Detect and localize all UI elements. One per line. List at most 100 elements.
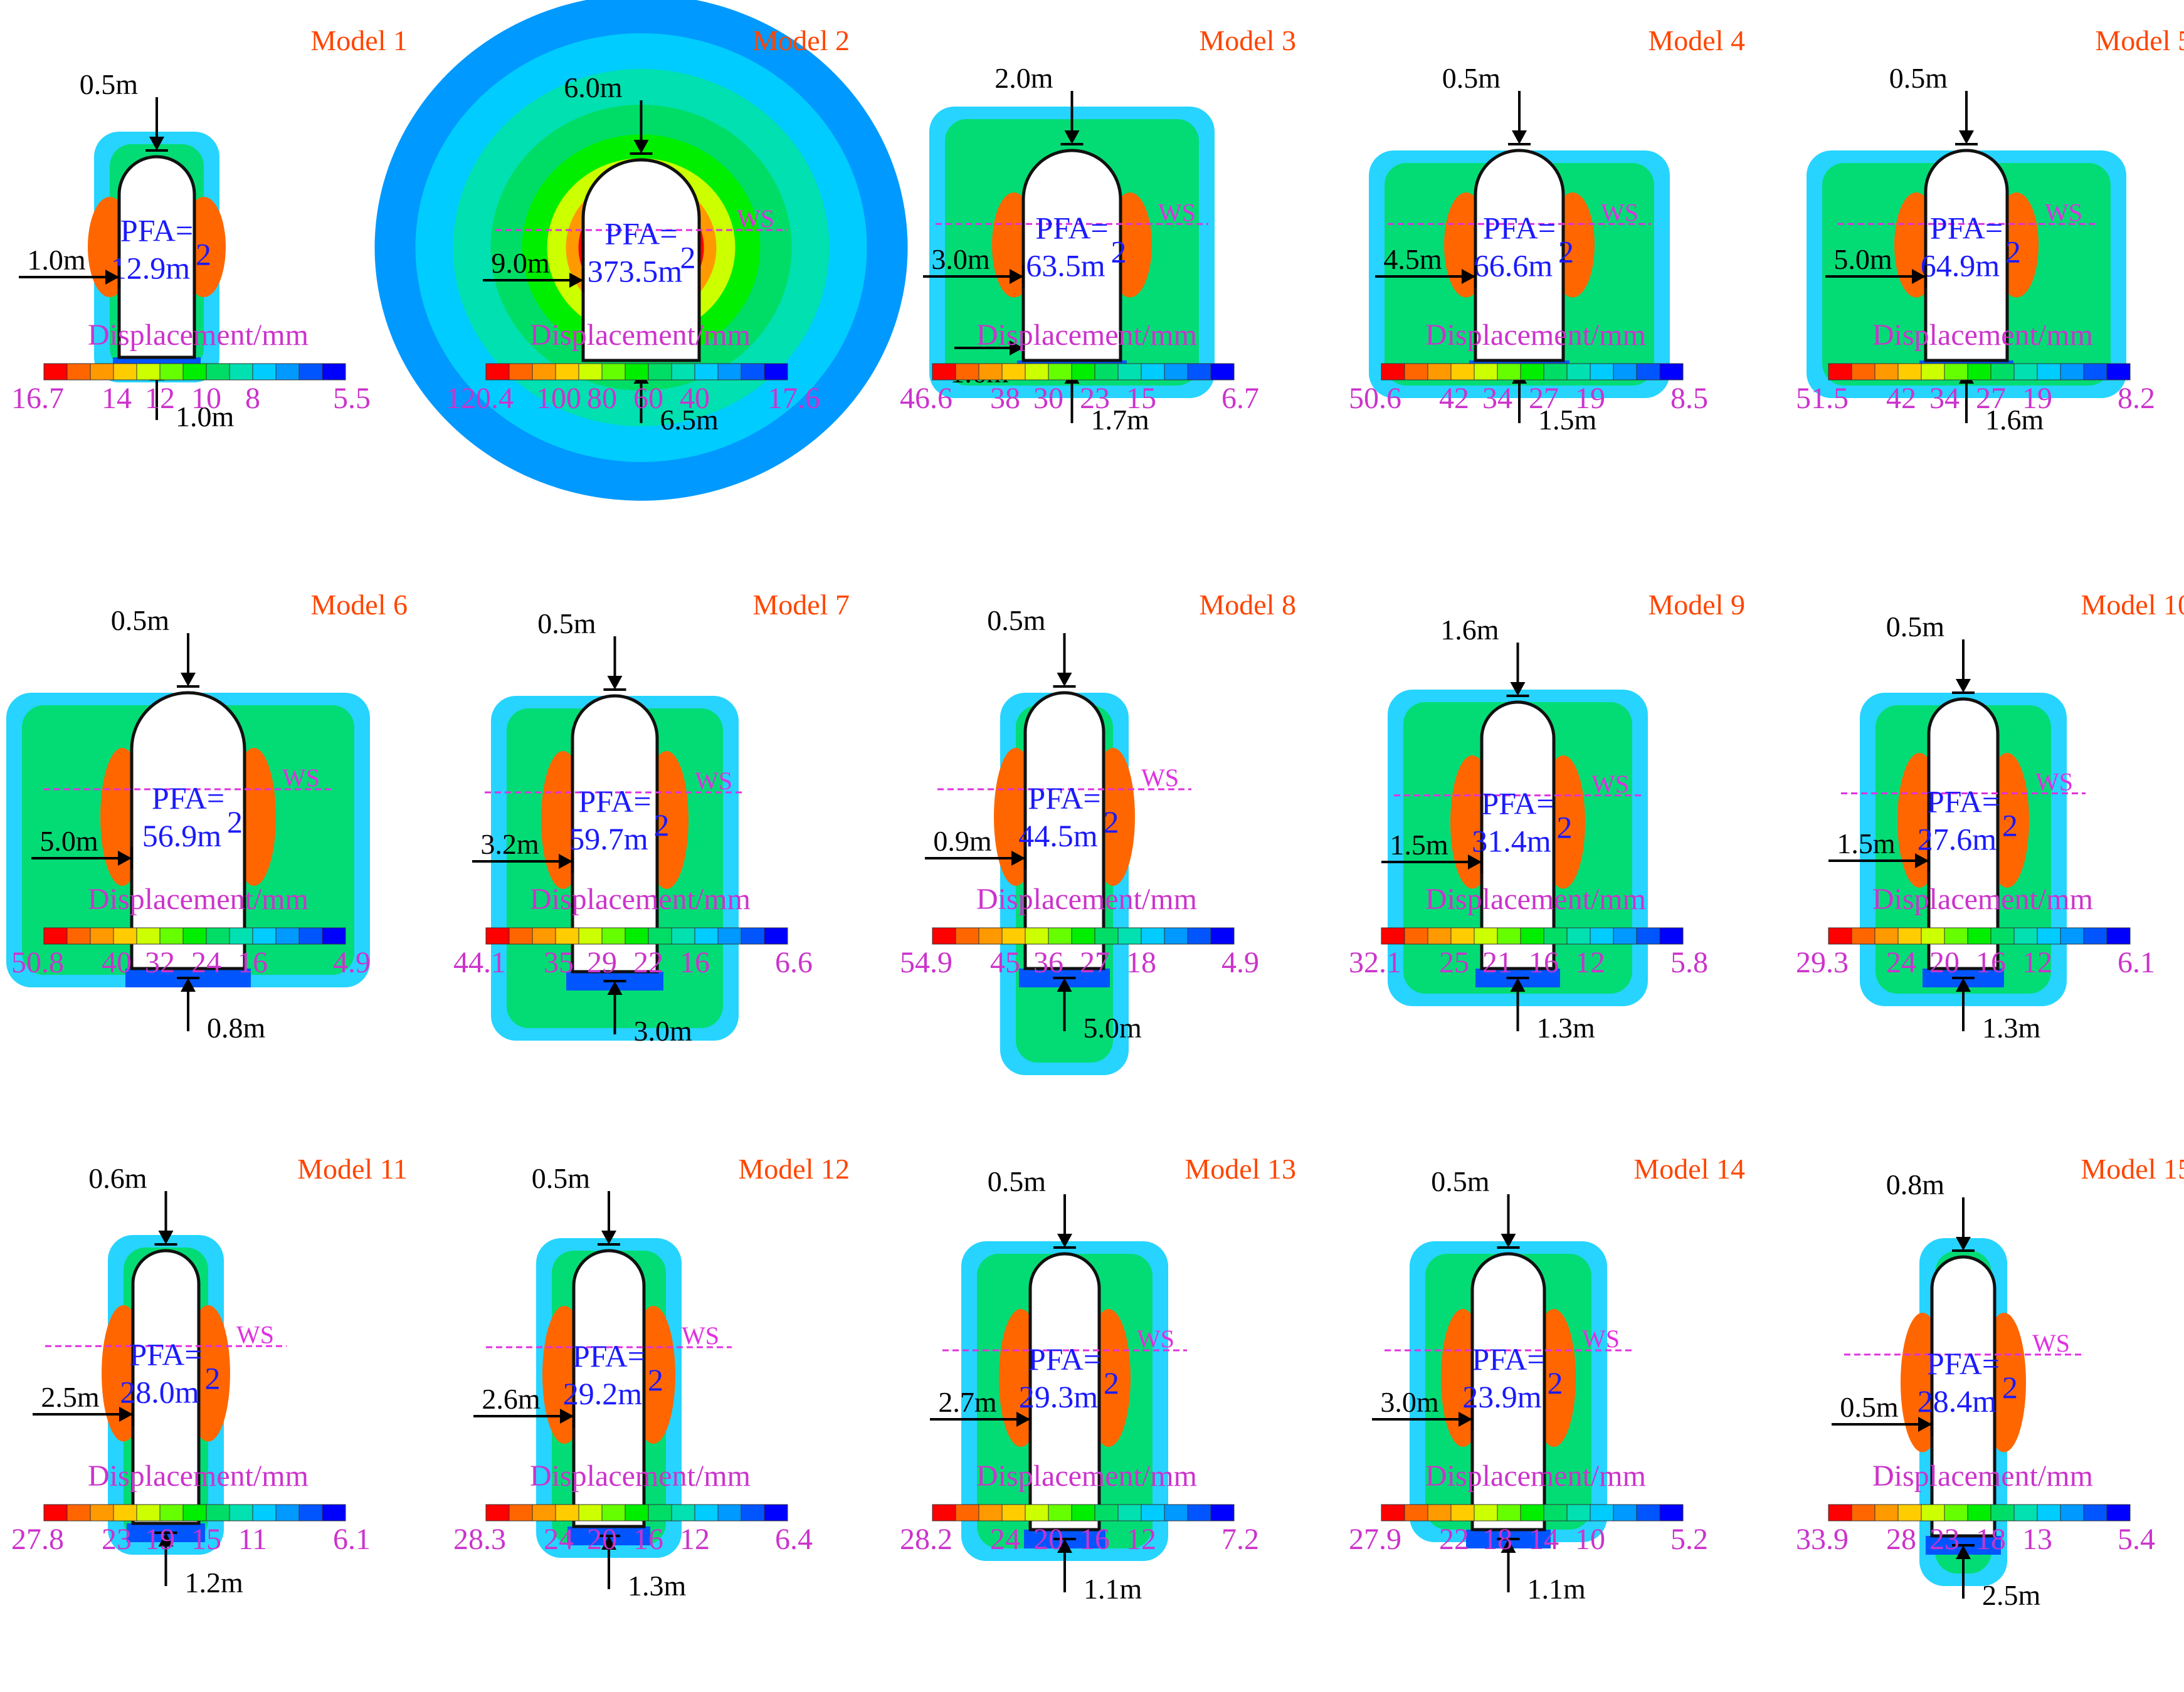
colorbar-segment — [1474, 1504, 1498, 1521]
pfa-exponent: 2 — [2002, 1370, 2018, 1405]
dim-side: 0.9m — [933, 825, 992, 857]
colorbar-segment — [1897, 927, 1922, 945]
colorbar-tick: 22 — [1439, 1523, 1469, 1556]
colorbar-segment — [1094, 363, 1119, 381]
colorbar-segment — [1967, 363, 1991, 381]
colorbar-segment — [717, 363, 742, 381]
colorbar-tick: 29.3 — [1796, 946, 1849, 979]
colorbar-segment — [555, 927, 579, 945]
colorbar-tick: 27.8 — [11, 1523, 64, 1556]
colorbar-tick: 20 — [1033, 1523, 1063, 1556]
pfa-exponent: 2 — [680, 239, 696, 275]
colorbar-segment — [2083, 1504, 2108, 1521]
colorbar-segment — [1851, 363, 1875, 381]
colorbar-segment — [159, 927, 184, 945]
colorbar-tick: 33.9 — [1796, 1523, 1849, 1556]
colorbar-segment — [1427, 927, 1452, 945]
pfa-value: 59.7m — [569, 821, 648, 856]
colorbar-segment — [298, 927, 323, 945]
colorbar-segment — [2037, 1504, 2061, 1521]
colorbar-segment — [1427, 363, 1452, 381]
colorbar-tick: 12 — [2022, 946, 2052, 979]
colorbar-tick: 23 — [102, 1523, 132, 1556]
colorbar-tick: 25 — [1439, 946, 1469, 979]
dim-top: 0.8m — [1886, 1169, 1945, 1201]
dim-side: 4.5m — [1383, 243, 1442, 275]
colorbar-segment — [2037, 927, 2061, 945]
colorbar-segment — [671, 1504, 695, 1521]
colorbar-segment — [322, 363, 346, 381]
dim-bottom: 1.3m — [1537, 1012, 1596, 1044]
colorbar-segment — [1210, 1504, 1235, 1521]
colorbar-segment — [764, 363, 788, 381]
dim-top: 0.5m — [1442, 62, 1501, 94]
colorbar-segment — [1990, 1504, 2015, 1521]
colorbar-segment — [509, 927, 533, 945]
colorbar-segment — [90, 1504, 114, 1521]
colorbar-segment — [66, 927, 91, 945]
colorbar-segment — [322, 927, 346, 945]
pfa-exponent: 2 — [1111, 234, 1127, 270]
colorbar-segment — [1828, 363, 1852, 381]
model-title: Model 4 — [1648, 24, 1745, 56]
colorbar-segment — [1543, 927, 1568, 945]
colorbar-segment — [1404, 927, 1428, 945]
dim-side: 9.0m — [491, 247, 550, 279]
pfa-label: PFA= — [1028, 780, 1100, 816]
colorbar-segment — [1381, 927, 1405, 945]
pfa-label: PFA= — [1483, 211, 1556, 246]
ws-label: WS — [282, 764, 320, 792]
model-12: WS Model 12 PFA=29.2m 2 0.5m 2.6m 1.3m Displace… — [453, 1153, 850, 1602]
dim-top: 0.5m — [532, 1162, 591, 1194]
dim-side: 1.0m — [27, 244, 86, 276]
colorbar-segment — [532, 1504, 556, 1521]
colorbar-tick: 22 — [633, 946, 663, 979]
colorbar-segment — [1381, 363, 1405, 381]
colorbar-segment — [932, 927, 956, 945]
colorbar-title: Displacement/mm — [1872, 883, 2093, 916]
model-4: WS Model 4 PFA=66.6m 2 0.5m 4.5m 1.5m Displacem… — [1349, 24, 1745, 436]
colorbar-tick: 27.9 — [1349, 1523, 1401, 1556]
pfa-exponent: 2 — [1104, 1365, 1119, 1400]
colorbar-segment — [1566, 363, 1591, 381]
colorbar-segment — [1071, 1504, 1095, 1521]
pfa-exponent: 2 — [227, 804, 243, 839]
colorbar-segment — [932, 1504, 956, 1521]
pfa-label: PFA= — [129, 1337, 202, 1372]
colorbar-segment — [2013, 1504, 2038, 1521]
colorbar-segment — [1543, 363, 1568, 381]
colorbar-segment — [43, 1504, 68, 1521]
colorbar-segment — [1164, 1504, 1188, 1521]
dim-side: 2.5m — [41, 1381, 100, 1413]
colorbar-segment — [66, 363, 91, 381]
pfa-value: 64.9m — [1921, 248, 2000, 283]
colorbar-segment — [2037, 363, 2061, 381]
colorbar-segment — [275, 927, 300, 945]
colorbar-tick: 60 — [633, 382, 663, 415]
colorbar-segment — [252, 927, 277, 945]
colorbar-tick: 6.6 — [775, 946, 813, 979]
colorbar-segment — [1071, 363, 1095, 381]
colorbar-segment — [1520, 363, 1544, 381]
pfa-label: PFA= — [1481, 786, 1554, 821]
colorbar-segment — [229, 927, 253, 945]
model-title: Model 14 — [1633, 1153, 1745, 1185]
ws-label: WS — [2032, 1329, 2070, 1357]
dim-bottom: 1.3m — [628, 1570, 687, 1602]
colorbar-tick: 5.2 — [1670, 1523, 1708, 1556]
colorbar-segment — [1851, 1504, 1875, 1521]
colorbar-segment — [1048, 927, 1072, 945]
colorbar-tick: 24 — [544, 1523, 574, 1556]
tunnel-opening — [1927, 697, 2000, 970]
colorbar-segment — [741, 1504, 765, 1521]
pfa-value: 44.5m — [1018, 818, 1098, 853]
model-title: Model 3 — [1199, 24, 1296, 56]
colorbar-tick: 8 — [245, 382, 260, 415]
colorbar-segment — [1921, 1504, 1945, 1521]
colorbar-segment — [182, 1504, 207, 1521]
colorbar-segment — [252, 363, 277, 381]
colorbar-segment — [1164, 927, 1188, 945]
colorbar-title: Displacement/mm — [88, 318, 309, 352]
colorbar-tick: 54.9 — [900, 946, 952, 979]
ws-label: WS — [695, 767, 732, 795]
